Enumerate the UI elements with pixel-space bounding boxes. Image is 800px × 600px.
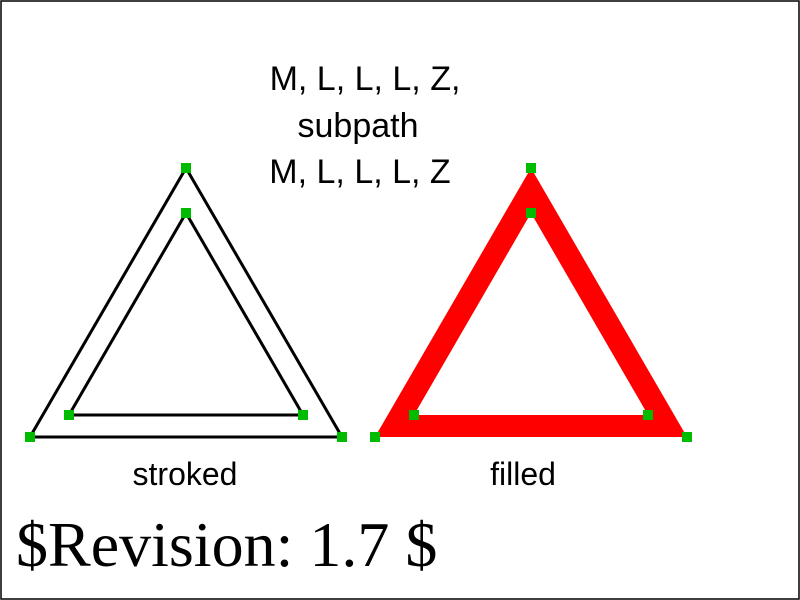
vertex-marker	[337, 432, 347, 442]
stroked-label: stroked	[133, 456, 238, 492]
vertex-marker	[526, 163, 536, 173]
vertex-marker	[370, 432, 380, 442]
stroked-inner-triangle	[66, 210, 306, 417]
caption-line-2: subpath	[298, 107, 419, 145]
caption-line-3: M, L, L, L, Z	[269, 153, 450, 191]
vertex-marker	[682, 432, 692, 442]
vertex-marker	[181, 208, 191, 218]
vertex-marker	[643, 410, 653, 420]
vertex-marker	[181, 163, 191, 173]
caption-line-1: M, L, L, L, Z,	[270, 60, 461, 98]
filled-label: filled	[490, 456, 556, 492]
filled-ring-shape	[375, 168, 687, 437]
vertex-marker	[526, 208, 536, 218]
vertex-marker	[64, 410, 74, 420]
stroked-outer-triangle	[27, 165, 345, 439]
revision-text: $Revision: 1.7 $	[16, 509, 437, 580]
vertex-marker	[298, 410, 308, 420]
vertex-marker	[25, 432, 35, 442]
stroked-triangle-group	[25, 163, 347, 442]
filled-triangle-group	[370, 163, 692, 442]
vertex-marker	[409, 410, 419, 420]
